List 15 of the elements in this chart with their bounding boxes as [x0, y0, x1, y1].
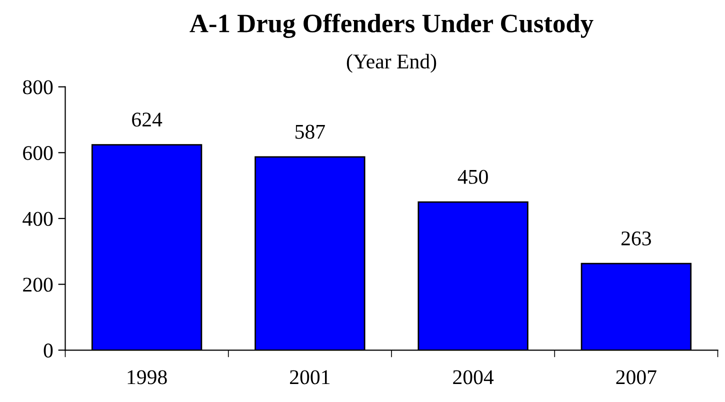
- x-tick-label: 2007: [616, 370, 656, 384]
- y-tick-label: 800: [22, 80, 53, 94]
- x-tick-label: 2001: [290, 370, 330, 384]
- data-label: 263: [621, 231, 651, 246]
- data-label: 450: [458, 170, 488, 184]
- y-tick-label: 600: [23, 146, 53, 160]
- y-tick-label: 0: [44, 344, 53, 358]
- x-tick-label: 1998: [128, 370, 167, 384]
- data-label: 587: [296, 124, 325, 139]
- x-tick-label: 2004: [453, 370, 494, 384]
- chart-title: A-1 Drug Offenders Under Custody: [190, 14, 594, 38]
- y-tick-label: 200: [23, 278, 53, 292]
- chart-subtitle: (Year End): [346, 54, 436, 73]
- y-tick-label: 400: [22, 212, 53, 226]
- data-label: 624: [132, 112, 162, 127]
